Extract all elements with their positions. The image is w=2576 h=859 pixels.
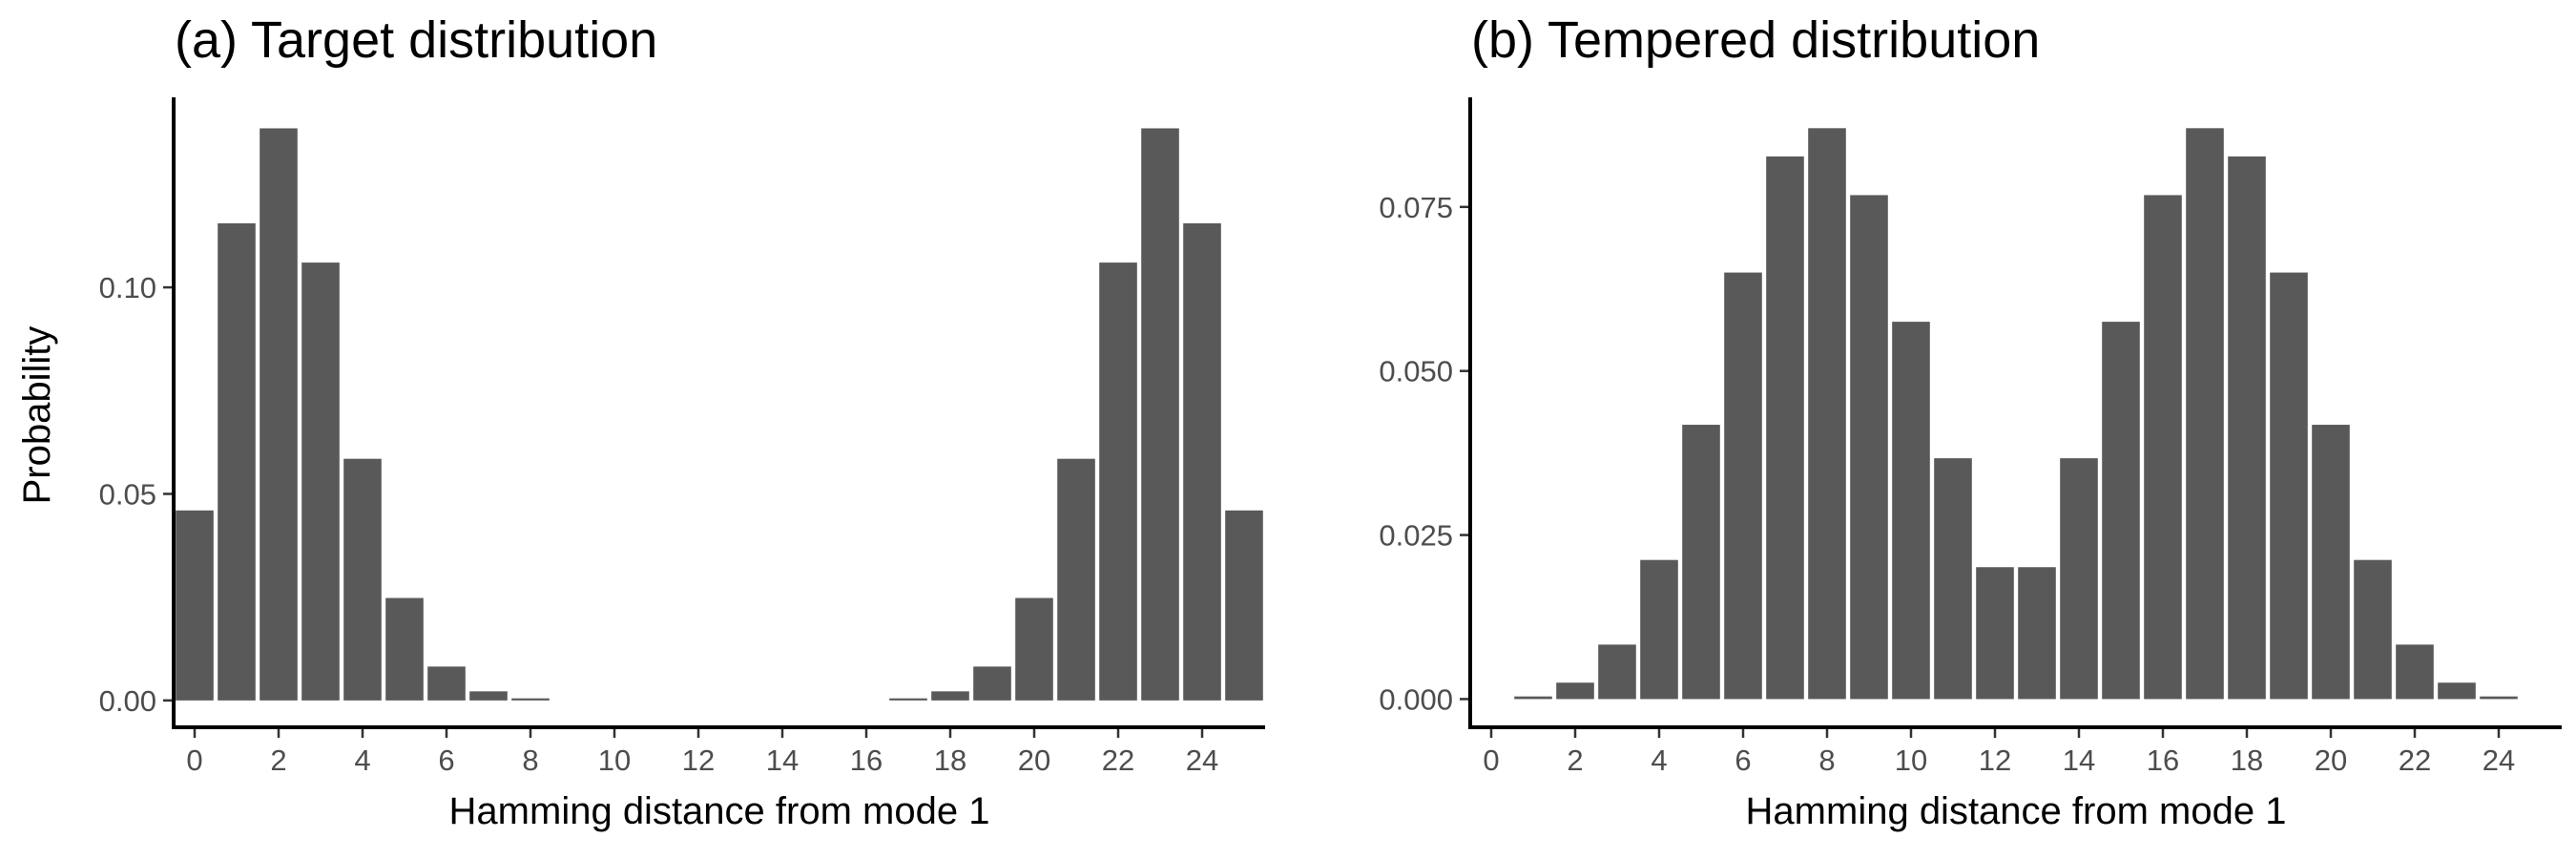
y-axis-label: Probability xyxy=(16,326,58,505)
panel-a-x-tick-label: 12 xyxy=(682,744,715,777)
panel-a-x-tick-label: 16 xyxy=(850,744,883,777)
panel-a-title: (a) Target distribution xyxy=(175,11,657,69)
panel-b-bar-23 xyxy=(2438,682,2476,700)
panel-b-bars xyxy=(1514,128,2518,700)
panel-a-x-tick-label: 6 xyxy=(438,744,454,777)
panel-a-x-tick-label: 10 xyxy=(598,744,631,777)
panel-b-bar-5 xyxy=(1682,425,1720,700)
panel-b-x-tick-label: 22 xyxy=(2399,744,2431,777)
panel-b-bar-22 xyxy=(2396,644,2434,700)
panel-b-x-tick-label: 6 xyxy=(1735,744,1751,777)
panel-b-title: (b) Tempered distribution xyxy=(1471,11,2040,69)
panel-a-y-tick-label: 0.05 xyxy=(99,477,156,511)
panel-b-bar-8 xyxy=(1808,128,1846,700)
panel-a-bar-25 xyxy=(1225,510,1263,701)
panel-a-bar-2 xyxy=(260,128,298,701)
panel-a-bar-3 xyxy=(301,262,340,701)
panel-a-x-tick-label: 18 xyxy=(934,744,966,777)
panel-b-y-tick-label: 0.050 xyxy=(1379,355,1453,388)
panel-a-x-tick-label: 14 xyxy=(766,744,799,777)
panel-a-y-tick-label: 0.00 xyxy=(99,684,156,718)
panel-a-bar-17 xyxy=(889,698,927,701)
panel-b-x-tick-label: 0 xyxy=(1483,744,1499,777)
panel-b-tempered-distribution: (b) Tempered distribution 0 2 4 6 8 10 12 14 16 1… xyxy=(1379,11,2562,832)
panel-a-x-tick-label: 8 xyxy=(522,744,538,777)
panel-a-x-tick-label: 22 xyxy=(1102,744,1134,777)
panel-b-bar-11 xyxy=(1934,458,1972,700)
panel-b-bar-6 xyxy=(1724,272,1762,700)
panel-b-bar-14 xyxy=(2060,458,2098,700)
panel-b-bar-10 xyxy=(1892,322,1930,700)
panel-a-bar-20 xyxy=(1015,597,1053,701)
panel-a-bar-5 xyxy=(385,597,424,701)
panel-a-x-tick-label: 2 xyxy=(270,744,286,777)
panel-b-x-tick-label: 16 xyxy=(2147,744,2179,777)
panel-b-bar-24 xyxy=(2480,696,2518,700)
panel-a-bar-22 xyxy=(1099,262,1137,701)
panel-b-bar-21 xyxy=(2354,559,2392,700)
panel-b-bar-3 xyxy=(1598,644,1636,700)
panel-a-y-tick-label: 0.10 xyxy=(99,271,156,304)
panel-b-x-tick-label: 24 xyxy=(2483,744,2515,777)
panel-a-bar-19 xyxy=(973,666,1011,701)
panel-b-x-tick-label: 18 xyxy=(2231,744,2263,777)
panel-a-x-tick-label: 4 xyxy=(354,744,370,777)
panel-b-ticks: 0 2 4 6 8 10 12 14 16 18 20 22 240.0000.0250.0500.07… xyxy=(1379,191,2515,777)
panel-a-bar-21 xyxy=(1057,458,1095,701)
panel-b-bar-15 xyxy=(2102,322,2140,700)
panel-b-x-tick-label: 20 xyxy=(2315,744,2347,777)
panel-b-x-tick-label: 10 xyxy=(1895,744,1927,777)
panel-b-bar-20 xyxy=(2312,425,2350,700)
panel-a-x-axis-label: Hamming distance from mode 1 xyxy=(449,790,990,832)
panel-a-bar-18 xyxy=(931,691,969,701)
panel-b-x-tick-label: 14 xyxy=(2063,744,2095,777)
panel-a-bar-0 xyxy=(176,510,214,701)
panel-b-bar-1 xyxy=(1514,696,1552,700)
panel-a-bar-8 xyxy=(511,698,550,701)
panel-b-bar-4 xyxy=(1640,559,1678,700)
panel-b-bar-12 xyxy=(1976,567,2014,700)
panel-a-target-distribution: (a) Target distribution 0 2 4 6 8 10 12 14 16 18 2… xyxy=(99,11,1265,832)
panel-a-bar-1 xyxy=(218,223,256,701)
panel-a-bar-24 xyxy=(1183,223,1221,701)
panel-b-x-tick-label: 4 xyxy=(1651,744,1667,777)
panel-a-bar-7 xyxy=(469,691,508,701)
panel-b-y-tick-label: 0.025 xyxy=(1379,519,1453,553)
panel-a-x-tick-label: 0 xyxy=(186,744,202,777)
panel-b-x-axis-label: Hamming distance from mode 1 xyxy=(1746,790,2287,832)
panel-a-bar-23 xyxy=(1141,128,1179,701)
panel-b-bar-13 xyxy=(2018,567,2056,700)
panel-b-x-tick-label: 12 xyxy=(1979,744,2011,777)
panel-b-bar-7 xyxy=(1766,156,1804,700)
panel-b-x-tick-label: 8 xyxy=(1818,744,1835,777)
panel-b-y-tick-label: 0.075 xyxy=(1379,191,1453,224)
panel-b-bar-19 xyxy=(2270,272,2308,700)
panel-b-bar-9 xyxy=(1850,195,1888,700)
panel-b-bar-16 xyxy=(2144,195,2182,700)
panel-a-x-tick-label: 20 xyxy=(1018,744,1050,777)
panel-a-bars xyxy=(176,128,1263,701)
panel-a-ticks: 0 2 4 6 8 10 12 14 16 18 20 22 240.000.050.10 xyxy=(99,271,1219,777)
panel-a-bar-6 xyxy=(427,666,466,701)
panel-b-bar-2 xyxy=(1556,682,1594,700)
panel-b-x-tick-label: 2 xyxy=(1567,744,1583,777)
panel-b-bar-17 xyxy=(2186,128,2224,700)
panel-a-bar-4 xyxy=(343,458,382,701)
panel-b-bar-18 xyxy=(2228,156,2266,700)
panel-b-y-tick-label: 0.000 xyxy=(1379,682,1453,716)
panel-a-x-tick-label: 24 xyxy=(1186,744,1218,777)
